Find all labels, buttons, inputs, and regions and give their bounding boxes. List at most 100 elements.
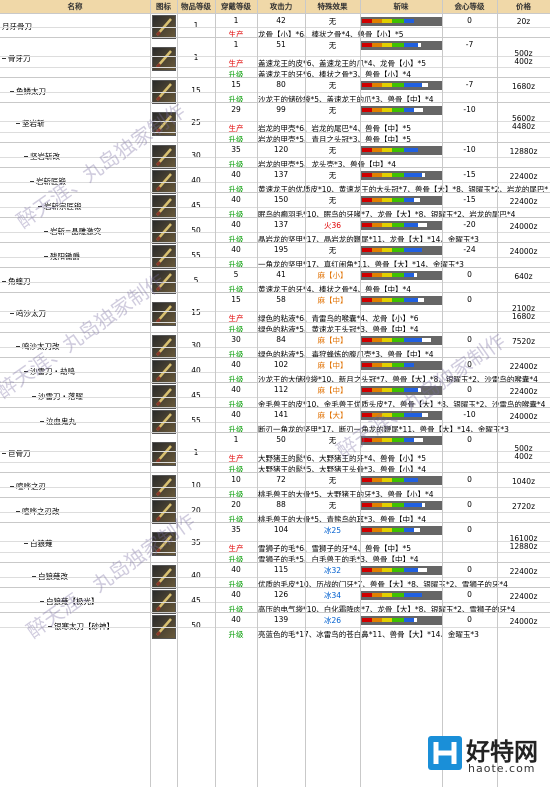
- weapon-row[interactable]: 沙雷刀・落曜 45 40 112 麻【中】 0 22400z 升级 金毛兽王的皮*10、金毛兽王…: [0, 382, 550, 409]
- weapon-row[interactable]: 白狼薙【极光】 45 40 126 冰34 0 22400z 升级 高压的电气袋*10、白化霜降…: [0, 587, 550, 614]
- tree-line: [2, 453, 6, 454]
- sharpness-segment: [404, 248, 422, 252]
- weapon-row[interactable]: 泣血鬼丸 55 40 141 麻【大】 -10 24000z 升级 断刃一角龙的坚甲*17、断刃…: [0, 407, 550, 434]
- crit-level: -20: [463, 220, 476, 229]
- material-list: 黄速龙王的牙*4、棒状之骨*4、兽骨【中】*4: [258, 285, 412, 294]
- tree-line: [30, 180, 34, 182]
- weapon-name: 白狼薙: [30, 539, 53, 548]
- material-list: 桃毛兽王的大骨*5、大野猪王的牙*3、兽骨【小】*4: [258, 490, 434, 499]
- attack: 150: [273, 195, 289, 204]
- price: 22400z: [509, 592, 538, 601]
- material-type: 升级: [228, 285, 244, 294]
- weapon-row[interactable]: 月牙骨刀 1 1 42 无 0 20z 生产 龙骨【小】*6、棒状之骨*4、兽骨【小】*5: [0, 13, 550, 39]
- attack: 195: [273, 245, 289, 254]
- item-level: 10: [191, 480, 201, 490]
- item-level: 45: [191, 595, 201, 605]
- item-level: 1: [193, 53, 199, 62]
- sharpness-segment: [372, 108, 382, 112]
- weapon-row[interactable]: 鸣沙太刀 15 15 58 麻【中】 0 2100z 1680z 生产 绿色的粘液*6、青雷鸟的…: [0, 292, 550, 334]
- special-effect: 无: [328, 17, 337, 26]
- sharpness-segment: [392, 19, 404, 23]
- sharpness-segment: [404, 338, 422, 342]
- sharpness-segment: [392, 363, 404, 367]
- material-type: 生产: [228, 124, 244, 133]
- material-type: 升级: [228, 580, 244, 589]
- sharpness-segment: [404, 148, 418, 152]
- special-effect: 麻【大】: [317, 411, 348, 420]
- sharpness-bar: [360, 336, 442, 345]
- sharpness-segment: [362, 413, 372, 417]
- sharpness-segment: [382, 388, 392, 392]
- sharpness-segment: [372, 43, 382, 47]
- sharpness-segment: [372, 338, 382, 342]
- wear-level: 15: [231, 80, 241, 89]
- special-effect: 麻【中】: [317, 386, 348, 395]
- wear-level: 40: [231, 360, 241, 369]
- special-effect: 无: [328, 501, 337, 510]
- weapon-row[interactable]: 鸣沙太刀改 30 30 84 麻【中】 0 7520z 升级 绿色的粘液*5、毒狩蜂炼的腹爪壳*…: [0, 332, 550, 359]
- material-list: 眠鸟的癫羽毛*10、眠鸟的牙喙*7、龙骨【大】*8、银曜玉*2、岩龙的尾巴*4: [258, 210, 516, 219]
- material-row: 生产 雪狮子的毛*6、雪狮子的牙*4、兽骨【中】*5: [0, 541, 550, 553]
- sharpness-bar: [360, 41, 442, 50]
- material-type: 升级: [228, 465, 244, 474]
- special-effect: 冰26: [323, 616, 342, 625]
- material-type: 升级: [228, 70, 244, 79]
- weapon-row[interactable]: 骨牙刀 1 1 51 无 -7 500z 400z 生产 盖速龙王的皮*6、盖速龙王的爪*4、龙…: [0, 37, 550, 79]
- sharpness-bar: [360, 106, 442, 115]
- sharpness-segment: [382, 478, 392, 482]
- crit-level: 0: [467, 16, 472, 25]
- table-header: 名称 图标 物品等级 穿戴等级 攻击力 特殊效果 斩味 会心等级 价格: [0, 0, 550, 13]
- header-icon: 图标: [156, 2, 171, 11]
- weapon-row[interactable]: 岩斩宗匠锻 45 40 150 无 -15 22400z 升级 眠鸟的癫羽毛*10、眠鸟的牙喙*…: [0, 192, 550, 219]
- weapon-row[interactable]: 白狼薙 35 35 104 冰25 0 16100z 12880z 生产 雪狮子的毛*6、雪狮子…: [0, 522, 550, 564]
- sharpness-bar: [360, 591, 442, 600]
- crit-level: -7: [465, 80, 474, 89]
- attack: 104: [273, 525, 289, 534]
- special-effect: 麻【小】: [317, 271, 348, 280]
- weapon-name: 喧哗之刃改: [22, 506, 60, 516]
- sharpness-segment: [362, 248, 372, 252]
- material-type: 升级: [228, 185, 244, 194]
- weapon-name: 沙雷刀・劫鸣: [30, 366, 75, 376]
- material-type: 升级: [228, 490, 244, 499]
- sharpness-segment: [382, 528, 392, 532]
- weapon-row[interactable]: 沙雷刀・劫鸣 40 40 102 麻【中】 0 22400z 升级 沙龙王的大储砂袋*10、新月…: [0, 357, 550, 384]
- sharpness-segment: [392, 528, 404, 532]
- material-type: 升级: [228, 260, 244, 269]
- crit-level: 0: [467, 500, 472, 509]
- material-row: 生产 龙骨【小】*6、棒状之骨*4、兽骨【小】*5: [0, 27, 550, 39]
- weapon-icon: [152, 244, 176, 269]
- sharpness-segment: [404, 198, 414, 202]
- header-crit: 会心等级: [454, 2, 485, 11]
- price: 24000z: [509, 412, 538, 421]
- weapon-row[interactable]: 坚岩斩 25 29 99 无 -10 5600z 4480z 生产 岩龙的甲壳*6、岩龙的尾巴*…: [0, 102, 550, 144]
- weapon-row[interactable]: 巨骨刀 1 1 50 无 0 500z 400z 生产 大野猪王的髭*6、大野猪王的牙*4、兽骨…: [0, 432, 550, 474]
- weapon-row[interactable]: 白狼薙改 40 40 115 冰32 0 22400z 升级 优质的毛皮*10、历战的门牙*7、…: [0, 562, 550, 589]
- sharpness-segment: [382, 148, 392, 152]
- weapon-row[interactable]: 岩斩匠锻 40 40 137 无 -15 22400z 升级 黄速龙王的优质皮*10、黄速龙王的…: [0, 167, 550, 194]
- weapon-row[interactable]: 残阳锄爵5540195无-2424000z升级一角龙的坚甲*17、真红闹角*11…: [0, 242, 550, 269]
- material-type: 升级: [228, 235, 244, 244]
- weapon-row[interactable]: 鱼鳞太刀 15 15 80 无 -7 1680z 升级 沙龙王的储砂袋*5、盖速龙王的爪*3、兽…: [0, 77, 550, 104]
- weapon-row[interactable]: 喧哗之刃 10 10 72 无 0 1040z 升级 桃毛兽王的大骨*5、大野猪王的牙*3、兽骨…: [0, 472, 550, 499]
- weapon-row[interactable]: 坚岩斩改 30 35 120 无 -10 12880z 升级 岩龙的甲壳*5、龙头壳*3、兽骨【…: [0, 142, 550, 169]
- logo-url: haote.com: [468, 762, 536, 775]
- weapon-row[interactable]: 角蝰刀 5 5 41 麻【小】 0 640z 升级 黄速龙王的牙*4、棒状之骨*4、兽骨【中】*…: [0, 267, 550, 294]
- weapon-row[interactable]: 岩斩=晶雕激突 50 40 137 火36 -20 24000z 升级 晶岩龙的坚甲*17、晶岩…: [0, 217, 550, 244]
- tree-line: [16, 510, 20, 512]
- special-effect: 无: [328, 196, 337, 205]
- sharpness-segment: [362, 173, 372, 177]
- material-row: 升级 盖速龙王的牙*6、棒状之骨*3、兽骨【小】*4: [0, 67, 550, 79]
- attack: 120: [273, 145, 289, 154]
- material-type: 升级: [228, 425, 244, 434]
- material-row: 升级 黄速龙王的优质皮*10、黄速龙王的大头冠*7、兽骨【大】*8、银曜玉*2、岩…: [0, 182, 550, 194]
- crit-level: 0: [467, 270, 472, 279]
- weapon-icon: [152, 589, 176, 614]
- item-level: 40: [191, 570, 201, 580]
- weapon-name: 鸣沙太刀改: [22, 341, 60, 351]
- sharpness-segment: [372, 618, 382, 622]
- weapon-row[interactable]: 银寒太刀【砂神】 50 40 139 冰26 0 24000z 升级 亮蓝色的毛*17、冰雷鸟的…: [0, 612, 550, 639]
- weapon-row[interactable]: 喧哗之刃改 20 20 88 无 0 2720z 升级 桃毛兽王的大骨*5、青熊鸟的耳*3、兽骨…: [0, 497, 550, 524]
- sharpness-segment: [392, 298, 404, 302]
- sharpness-segment: [392, 503, 404, 507]
